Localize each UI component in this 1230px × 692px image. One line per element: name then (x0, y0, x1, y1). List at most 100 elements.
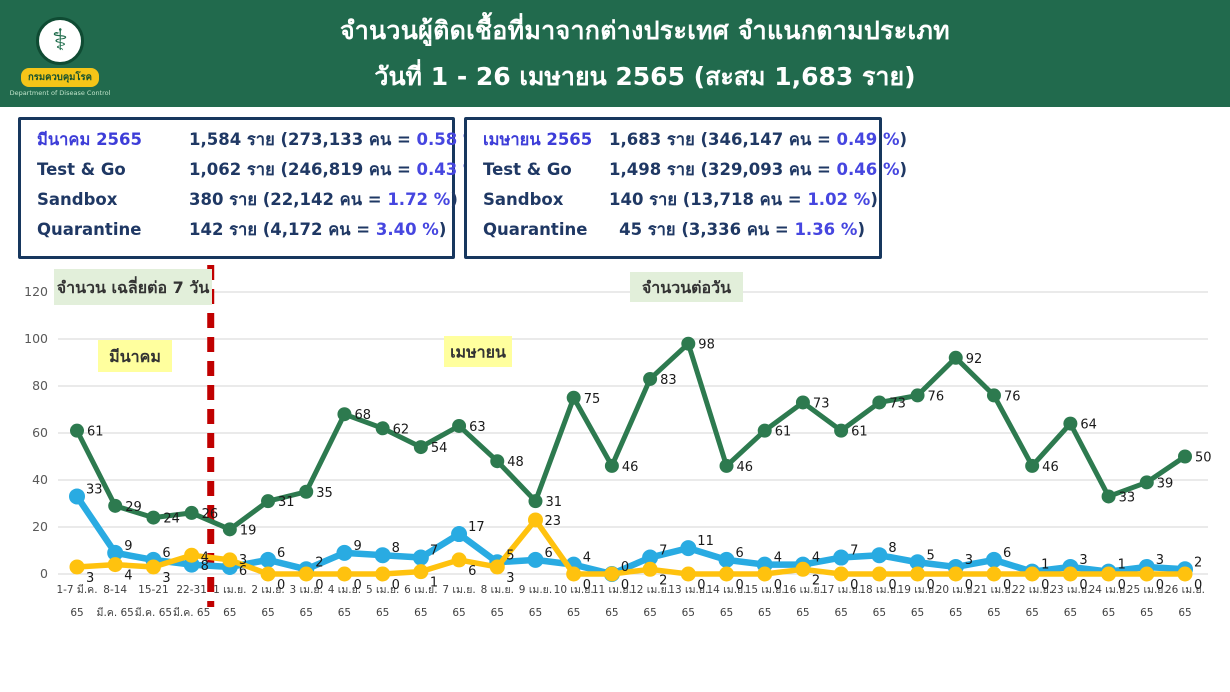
series-test-go-point (222, 522, 237, 537)
row-value: 380 ราย (22,142 คน = 1.72 %) (189, 190, 458, 209)
series-test-go-value-label: 54 (431, 441, 448, 456)
x-tick-sublabel: 65 (1140, 607, 1153, 619)
series-quarantine-value-label: 2 (812, 573, 820, 588)
y-tick-label: 0 (40, 566, 48, 581)
series-sandbox-point (412, 549, 429, 566)
series-test-go-point (261, 494, 276, 509)
series-quarantine-value-label: 0 (621, 578, 629, 593)
series-sandbox-point (374, 547, 391, 564)
x-tick-label: 3 เม.ย. (290, 584, 323, 596)
summary-section: มีนาคม 2565 1,584 ราย (273,133 คน = 0.58… (18, 117, 1214, 259)
series-test-go-point (643, 371, 658, 386)
series-test-go-value-label: 24 (163, 512, 180, 527)
series-test-go-value-label: 46 (737, 460, 754, 475)
x-tick-sublabel: 65 (491, 607, 504, 619)
x-tick-label: 13 เม.ย. (668, 584, 708, 596)
series-quarantine-value-label: 3 (86, 571, 94, 586)
series-sandbox-value-label: 6 (544, 546, 552, 561)
page-subtitle: วันที่ 1 - 26 เมษายน 2565 (สะสม 1,683 รา… (374, 61, 916, 91)
series-test-go-value-label: 46 (622, 460, 639, 475)
annotation-box (54, 269, 212, 305)
series-test-go-value-label: 62 (393, 422, 410, 437)
series-test-go-point (299, 484, 314, 499)
series-sandbox-point (871, 547, 888, 564)
series-sandbox-value-label: 3 (239, 553, 247, 568)
series-test-go-value-label: 73 (889, 396, 906, 411)
series-quarantine-point (795, 561, 811, 577)
series-quarantine-point (145, 559, 161, 575)
series-sandbox-value-label: 3 (965, 553, 973, 568)
series-test-go-value-label: 46 (1042, 460, 1059, 475)
series-test-go-value-label: 61 (87, 425, 104, 440)
series-test-go-value-label: 76 (1004, 389, 1021, 404)
row-value: 45 ราย (3,336 คน = 1.36 %) (619, 220, 865, 239)
series-sandbox-value-label: 3 (1079, 553, 1087, 568)
series-quarantine-value-label: 0 (392, 578, 400, 593)
annotation-box (98, 340, 172, 372)
series-test-go-point (337, 407, 352, 422)
series-quarantine-value-label: 0 (697, 578, 705, 593)
row-value: 142 ราย (4,172 คน = 3.40 %) (189, 220, 447, 239)
x-tick-label: 16 เม.ย. (783, 584, 823, 596)
x-tick-label: 8-14 (103, 584, 127, 596)
row-value: 1,062 ราย (246,819 คน = 0.43 %) (189, 160, 487, 179)
series-sandbox-point (680, 540, 697, 557)
summary-row: มีนาคม 2565 1,584 ราย (273,133 คน = 0.58… (37, 127, 487, 157)
row-label: มีนาคม 2565 (37, 130, 143, 149)
x-tick-label: 5 เม.ย. (366, 584, 399, 596)
x-tick-label: 21 เม.ย. (974, 584, 1014, 596)
series-sandbox-value-label: 7 (430, 544, 438, 559)
series-test-go-point (1101, 489, 1116, 504)
series-sandbox-value-label: 6 (162, 546, 170, 561)
y-tick-label: 40 (32, 472, 48, 487)
series-sandbox-value-label: 7 (850, 544, 858, 559)
series-sandbox-point (107, 544, 124, 561)
series-test-go-point (528, 494, 543, 509)
y-tick-label: 100 (24, 331, 48, 346)
series-sandbox-value-label: 6 (736, 546, 744, 561)
series-sandbox-value-label: 17 (468, 520, 485, 535)
series-quarantine-value-label: 0 (1156, 578, 1164, 593)
x-tick-sublabel: 65 (949, 607, 962, 619)
annotation-box (444, 336, 512, 367)
x-tick-label: 22 เม.ย. (1012, 584, 1052, 596)
series-test-go-value-label: 83 (660, 373, 677, 388)
series-test-go-point (1025, 458, 1040, 473)
series-quarantine-value-label: 3 (162, 571, 170, 586)
x-tick-label: 15 เม.ย. (745, 584, 785, 596)
series-test-go-point (604, 458, 619, 473)
row-value: 1,584 ราย (273,133 คน = 0.58 %) (189, 130, 487, 149)
series-quarantine-point (298, 566, 314, 582)
series-quarantine-value-label: 0 (315, 578, 323, 593)
x-tick-label: 1 เม.ย. (213, 584, 246, 596)
x-tick-label: 9 เม.ย. (519, 584, 552, 596)
y-tick-label: 80 (32, 378, 48, 393)
series-test-go-value-label: 50 (1195, 451, 1212, 466)
series-test-go-value-label: 92 (966, 352, 983, 367)
series-quarantine-point (719, 566, 735, 582)
series-quarantine-point (1139, 566, 1155, 582)
x-tick-sublabel: 65 (338, 607, 351, 619)
series-sandbox-point (985, 551, 1002, 568)
series-sandbox-point (833, 549, 850, 566)
x-tick-label: 19 เม.ย. (898, 584, 938, 596)
x-tick-sublabel: 65 (1178, 607, 1191, 619)
x-tick-label: 18 เม.ย. (859, 584, 899, 596)
x-tick-sublabel: 65 (834, 607, 847, 619)
series-sandbox-point (718, 551, 735, 568)
series-sandbox-point (527, 551, 544, 568)
x-tick-sublabel: 65 (758, 607, 771, 619)
series-sandbox-value-label: 2 (315, 555, 323, 570)
series-test-go-point (490, 454, 505, 469)
series-sandbox-point (909, 554, 926, 571)
x-tick-sublabel: 65 (300, 607, 313, 619)
summary-row: Sandbox 380 ราย (22,142 คน = 1.72 %) (37, 187, 458, 217)
x-tick-sublabel: 65 (567, 607, 580, 619)
x-tick-sublabel: 65 (796, 607, 809, 619)
row-value: 140 ราย (13,718 คน = 1.02 %) (609, 190, 878, 209)
x-tick-sublabel: 65 (643, 607, 656, 619)
logo-agency-english: Department of Disease Control (9, 88, 111, 97)
series-test-go-point (948, 350, 963, 365)
